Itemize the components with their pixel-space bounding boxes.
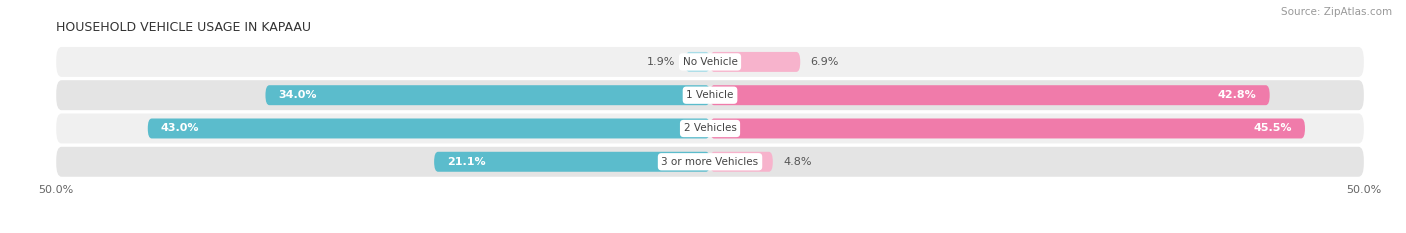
Text: No Vehicle: No Vehicle (682, 57, 738, 67)
FancyBboxPatch shape (56, 80, 1364, 110)
Text: 1 Vehicle: 1 Vehicle (686, 90, 734, 100)
Text: Source: ZipAtlas.com: Source: ZipAtlas.com (1281, 7, 1392, 17)
Text: 1.9%: 1.9% (647, 57, 675, 67)
Text: 42.8%: 42.8% (1218, 90, 1257, 100)
Text: 43.0%: 43.0% (160, 123, 200, 134)
Text: 6.9%: 6.9% (811, 57, 839, 67)
Text: 2 Vehicles: 2 Vehicles (683, 123, 737, 134)
FancyBboxPatch shape (434, 152, 710, 172)
FancyBboxPatch shape (710, 119, 1305, 138)
FancyBboxPatch shape (685, 52, 710, 72)
Text: HOUSEHOLD VEHICLE USAGE IN KAPAAU: HOUSEHOLD VEHICLE USAGE IN KAPAAU (56, 21, 311, 34)
FancyBboxPatch shape (148, 119, 710, 138)
Text: 21.1%: 21.1% (447, 157, 486, 167)
FancyBboxPatch shape (710, 52, 800, 72)
FancyBboxPatch shape (56, 147, 1364, 177)
Text: 34.0%: 34.0% (278, 90, 316, 100)
FancyBboxPatch shape (710, 152, 773, 172)
Text: 3 or more Vehicles: 3 or more Vehicles (661, 157, 759, 167)
Text: 45.5%: 45.5% (1253, 123, 1292, 134)
Text: 4.8%: 4.8% (783, 157, 811, 167)
FancyBboxPatch shape (56, 47, 1364, 77)
Legend: Owner-occupied, Renter-occupied: Owner-occupied, Renter-occupied (588, 230, 832, 233)
FancyBboxPatch shape (266, 85, 710, 105)
FancyBboxPatch shape (56, 113, 1364, 144)
FancyBboxPatch shape (710, 85, 1270, 105)
